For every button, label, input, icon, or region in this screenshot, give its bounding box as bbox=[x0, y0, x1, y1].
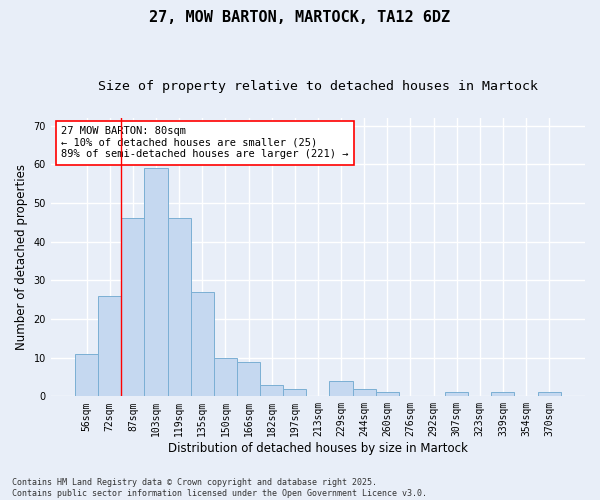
Text: 27, MOW BARTON, MARTOCK, TA12 6DZ: 27, MOW BARTON, MARTOCK, TA12 6DZ bbox=[149, 10, 451, 25]
Bar bbox=[353, 388, 376, 396]
Bar bbox=[214, 358, 237, 397]
X-axis label: Distribution of detached houses by size in Martock: Distribution of detached houses by size … bbox=[168, 442, 468, 455]
Bar bbox=[75, 354, 98, 397]
Y-axis label: Number of detached properties: Number of detached properties bbox=[15, 164, 28, 350]
Bar bbox=[376, 392, 399, 396]
Bar bbox=[329, 381, 353, 396]
Bar bbox=[167, 218, 191, 396]
Bar bbox=[445, 392, 468, 396]
Bar bbox=[283, 388, 307, 396]
Title: Size of property relative to detached houses in Martock: Size of property relative to detached ho… bbox=[98, 80, 538, 93]
Bar bbox=[260, 384, 283, 396]
Bar bbox=[538, 392, 561, 396]
Bar bbox=[491, 392, 514, 396]
Bar bbox=[145, 168, 167, 396]
Bar bbox=[191, 292, 214, 397]
Bar bbox=[98, 296, 121, 396]
Bar bbox=[121, 218, 145, 396]
Bar bbox=[237, 362, 260, 396]
Text: 27 MOW BARTON: 80sqm
← 10% of detached houses are smaller (25)
89% of semi-detac: 27 MOW BARTON: 80sqm ← 10% of detached h… bbox=[61, 126, 349, 160]
Text: Contains HM Land Registry data © Crown copyright and database right 2025.
Contai: Contains HM Land Registry data © Crown c… bbox=[12, 478, 427, 498]
